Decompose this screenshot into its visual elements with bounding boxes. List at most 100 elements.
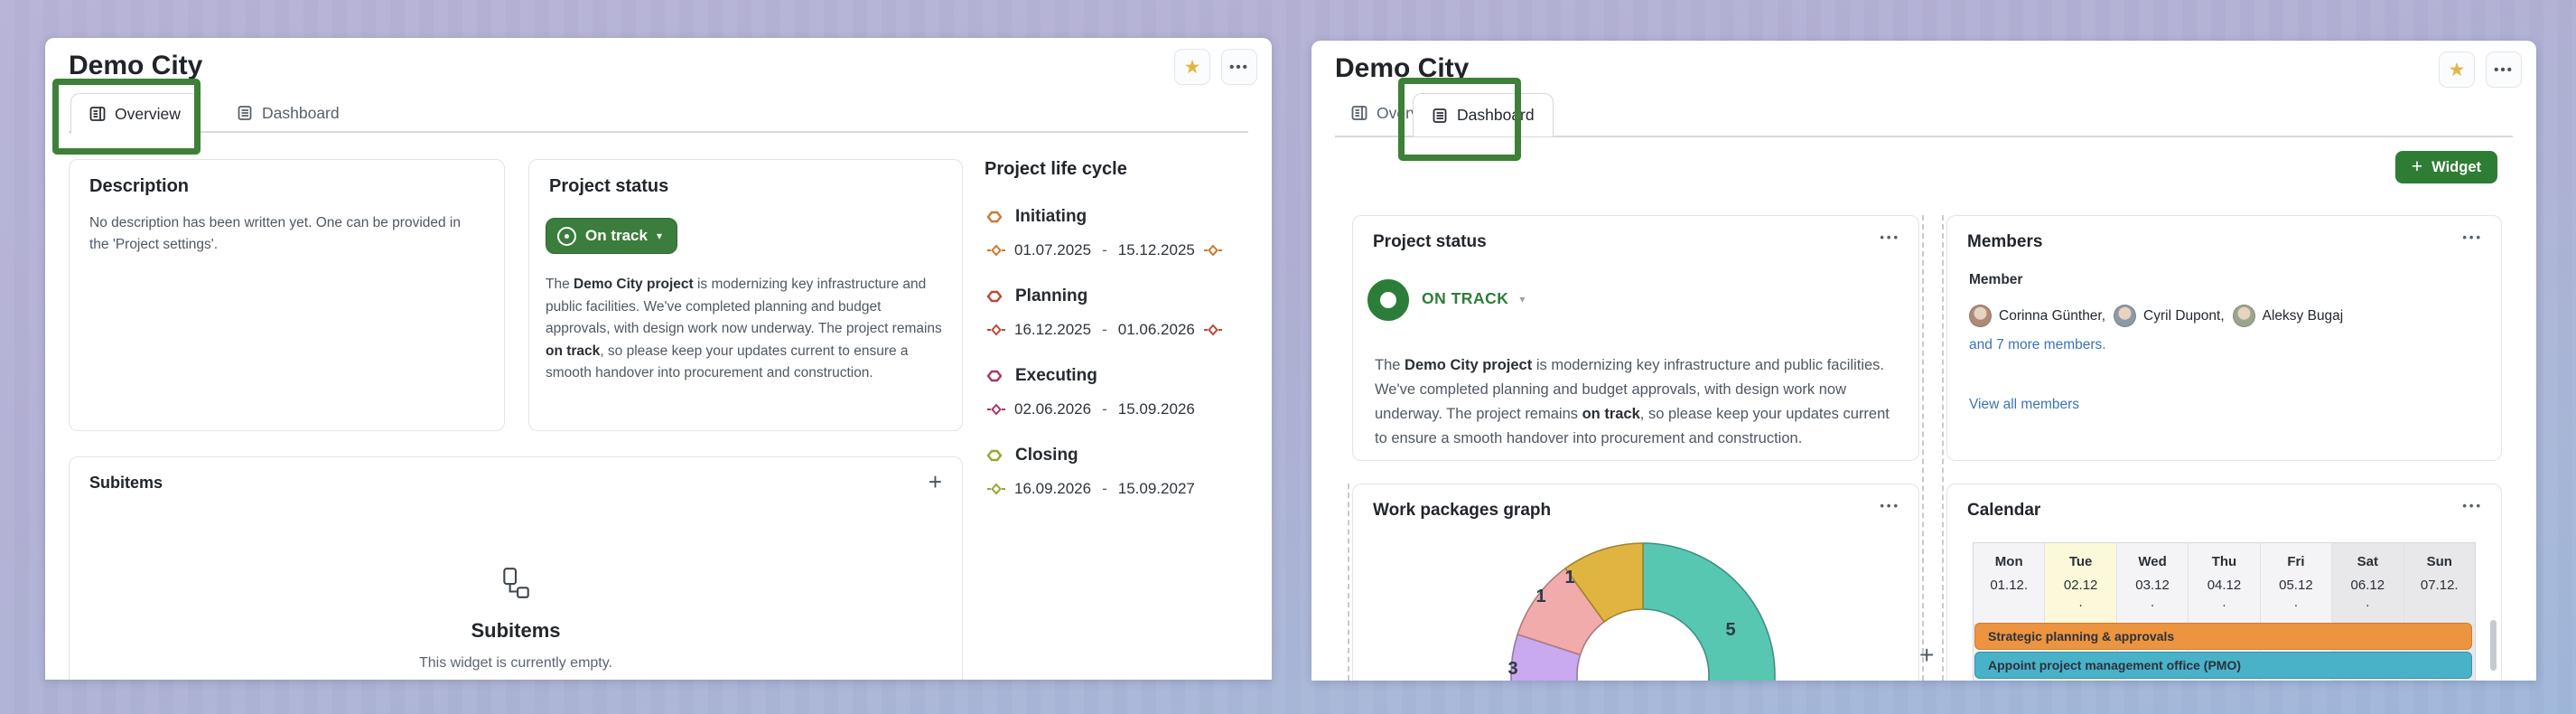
more-members-link[interactable]: and 7 more members. <box>1969 337 2106 352</box>
calendar-day-date: 06.12 <box>2350 578 2385 593</box>
lifecycle-phase: Planning 16.12.2025 - 01.06.2026 <box>985 287 1265 339</box>
widget-menu-button[interactable]: ••• <box>1880 230 1900 244</box>
members-list: Corinna Günther, Cyril Dupont, Aleksy Bu… <box>1969 305 2343 327</box>
subitems-widget: Subitems + Subitems This widget is curre… <box>69 456 963 680</box>
calendar-event-bar[interactable]: Appoint project management office (PMO) <box>1974 652 2472 679</box>
empty-state-title: Subitems <box>471 619 561 642</box>
phase-end-date: 15.09.2027 <box>1117 480 1195 497</box>
phase-dates: 16.12.2025 - 01.06.2026 <box>986 321 1265 339</box>
tab-label: Overview <box>115 104 181 123</box>
calendar-scrollbar[interactable] <box>2490 620 2497 671</box>
phase-end-date: 15.12.2025 <box>1117 241 1195 258</box>
tabs-divider <box>69 131 1248 133</box>
tab-dashboard[interactable]: Dashboard <box>219 93 358 133</box>
calendar-day-date: 07.12. <box>2420 578 2459 593</box>
ellipsis-icon: ••• <box>1229 59 1249 75</box>
phase-name: Closing <box>1015 446 1078 465</box>
date-range-dash: - <box>1102 400 1107 418</box>
empty-state-message: This widget is currently empty. <box>419 655 612 671</box>
page-title: Demo City <box>69 51 203 80</box>
doughnut-slice-value: 5 <box>1725 620 1735 640</box>
calendar-wrapped-dot: . <box>2293 595 2298 610</box>
overview-tab-icon <box>89 106 106 122</box>
status-dropdown-button[interactable]: On track ▾ <box>546 218 678 254</box>
widget-title: Project status <box>1373 232 1487 251</box>
phase-gate-icon <box>986 370 1003 382</box>
more-options-button[interactable]: ••• <box>1221 49 1257 85</box>
subitems-icon <box>503 568 529 598</box>
add-widget-label: Widget <box>2431 158 2481 175</box>
phase-start-date: 02.06.2026 <box>1014 400 1092 418</box>
star-icon: ★ <box>1183 56 1201 78</box>
add-widget-column-button[interactable]: + <box>1919 641 1935 669</box>
phase-dates: 16.09.2026 - 15.09.2027 <box>986 480 1265 498</box>
calendar-day-date: 03.12 <box>2135 578 2170 593</box>
chevron-down-icon: ▾ <box>1519 292 1526 305</box>
calendar-wrapped-dot: . <box>2366 595 2370 610</box>
phase-end-date: 01.06.2026 <box>1117 321 1195 338</box>
more-options-button[interactable]: ••• <box>2486 52 2522 88</box>
doughnut-slice[interactable] <box>1510 633 1643 681</box>
widget-menu-button[interactable]: ••• <box>1880 499 1900 512</box>
tab-overview[interactable]: Overview <box>70 93 200 134</box>
milestone-diamond-icon <box>987 324 1005 336</box>
status-dropdown[interactable]: ON TRACK ▾ <box>1422 289 1526 308</box>
widget-title: Calendar <box>1967 501 2041 520</box>
member-name: Aleksy Bugaj <box>2262 307 2344 324</box>
dashboard-tab-icon <box>1432 108 1448 124</box>
add-subitem-button[interactable]: + <box>928 468 942 495</box>
star-icon: ★ <box>2448 59 2466 80</box>
description-text: No description has been written yet. One… <box>89 215 461 252</box>
doughnut-slice[interactable] <box>1642 542 1776 681</box>
favorite-button[interactable]: ★ <box>2439 52 2475 88</box>
milestone-diamond-icon <box>1203 324 1222 336</box>
widget-title: Subitems <box>89 474 163 492</box>
member-name: Corinna Günther, <box>1999 307 2106 324</box>
calendar-day-name: Sat <box>2357 554 2378 569</box>
phase-start-date: 16.09.2026 <box>1014 480 1092 497</box>
date-range-dash: - <box>1102 480 1107 497</box>
members-role-label: Member <box>1969 272 2023 287</box>
add-widget-button[interactable]: + Widget <box>2394 151 2497 183</box>
grid-column-guide <box>1922 215 1924 681</box>
widget-menu-button[interactable]: ••• <box>2462 499 2483 512</box>
page-title: Demo City <box>1335 53 1470 83</box>
status-description-text: The Demo City project is modernizing key… <box>546 277 942 380</box>
status-label: On track <box>585 227 648 244</box>
phase-name: Planning <box>1015 287 1088 305</box>
calendar-event-bar[interactable]: Strategic planning & approvals <box>1974 623 2472 650</box>
doughnut-slice-value: 3 <box>1507 659 1517 679</box>
widget-title: Description <box>89 176 190 196</box>
calendar-day-name: Sun <box>2426 554 2452 569</box>
member-item[interactable]: Aleksy Bugaj <box>2232 305 2344 327</box>
calendar-event-label: Appoint project management office (PMO) <box>1988 658 2242 672</box>
member-avatar <box>2232 305 2255 327</box>
phase-start-date: 16.12.2025 <box>1014 321 1092 338</box>
overview-page-panel: Demo City ★ ••• Overview Dashboard <box>45 38 1272 680</box>
phase-name: Executing <box>1015 366 1097 385</box>
widget-menu-button[interactable]: ••• <box>2462 230 2483 244</box>
section-title: Project life cycle <box>985 159 1127 179</box>
lifecycle-phase: Initiating 01.07.2025 - 15.12.2025 <box>985 207 1265 259</box>
favorite-button[interactable]: ★ <box>1174 49 1210 85</box>
project-lifecycle-section: Project life cycle Initiating 01.07.2025… <box>985 159 1265 498</box>
member-item[interactable]: Corinna Günther, <box>1969 305 2105 327</box>
calendar-day-name: Wed <box>2138 554 2167 569</box>
lifecycle-phase: Executing 02.06.2026 - 15.09.2026 <box>985 366 1265 418</box>
member-name: Cyril Dupont, <box>2143 307 2225 324</box>
calendar-wrapped-dot: . <box>2150 595 2155 610</box>
calendar-day-name: Tue <box>2068 554 2093 569</box>
tab-dashboard[interactable]: Dashboard <box>1413 93 1554 136</box>
member-avatar <box>1969 305 1992 327</box>
status-ring-icon <box>1367 279 1409 321</box>
member-item[interactable]: Cyril Dupont, <box>2114 305 2225 327</box>
view-all-members-link[interactable]: View all members <box>1969 397 2080 412</box>
calendar-day-date: 02.12 <box>2063 578 2098 593</box>
project-status-widget: Project status On track ▾ The Demo City … <box>528 159 963 431</box>
calendar-wrapped-dot: . <box>2078 595 2083 610</box>
doughnut-slice[interactable] <box>1564 542 1644 624</box>
work-packages-doughnut-chart[interactable]: 5 3 11 <box>1353 484 1918 681</box>
chevron-down-icon: ▾ <box>656 230 663 242</box>
members-widget: Members ••• Member Corinna Günther, Cyri… <box>1946 215 2502 461</box>
